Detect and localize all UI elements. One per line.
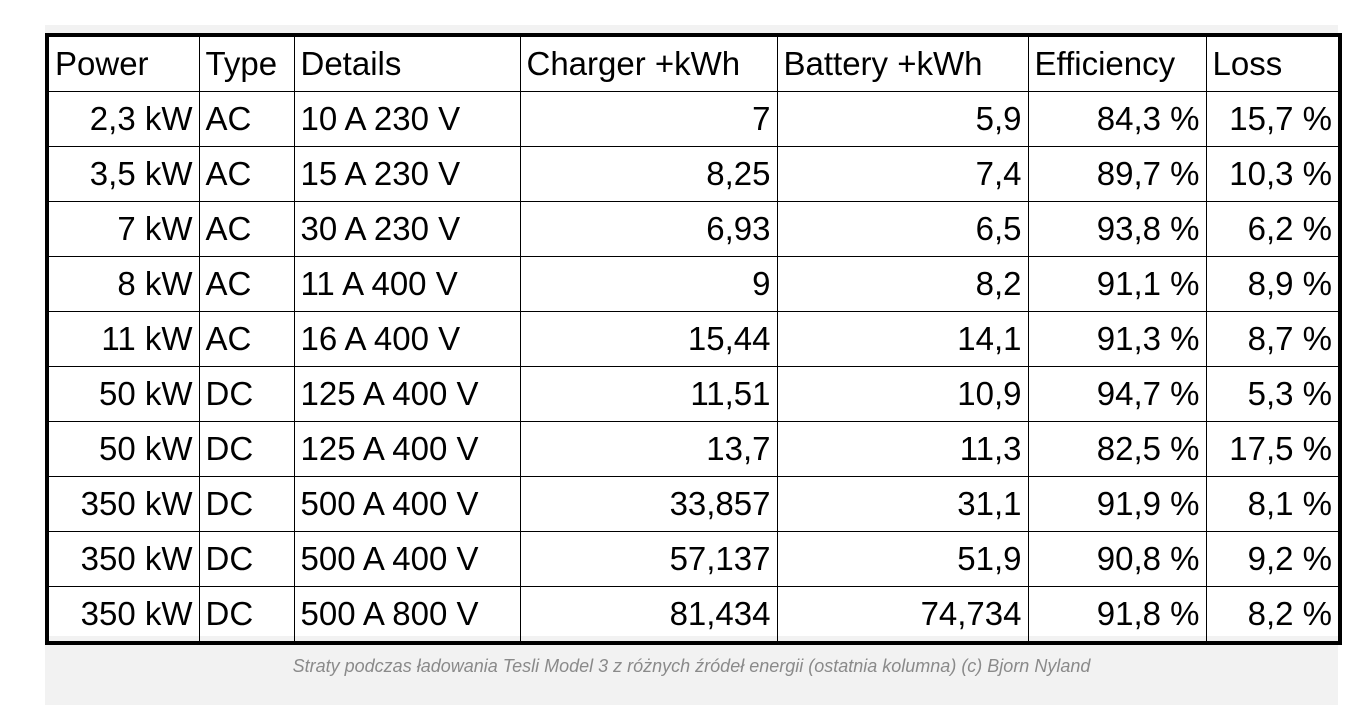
table-cell: 15,7 % <box>1205 91 1341 147</box>
table-cell: 500 A 800 V <box>293 586 521 644</box>
header-cell: Charger +kWh <box>519 34 778 92</box>
table-cell: AC <box>198 311 295 367</box>
table-row: 7 kW AC 30 A 230 V 6,93 6,5 93,8 % 6,2 % <box>46 201 1341 257</box>
table-cell: AC <box>198 256 295 312</box>
table-cell: 50 kW <box>46 421 200 477</box>
table-cell: 17,5 % <box>1205 421 1341 477</box>
table-cell: 10 A 230 V <box>293 91 521 147</box>
table-cell: 7,4 <box>776 146 1029 202</box>
table-cell: 31,1 <box>776 476 1029 532</box>
caption: Straty podczas ładowania Tesli Model 3 z… <box>292 656 1091 676</box>
table-cell: 7 kW <box>46 201 200 257</box>
table-cell: 500 A 400 V <box>293 476 521 532</box>
header-cell: Details <box>293 34 521 92</box>
table-cell: 8,9 % <box>1205 256 1341 312</box>
table-cell: 125 A 400 V <box>293 421 521 477</box>
header-cell: Type <box>198 34 295 92</box>
table-cell: AC <box>198 146 295 202</box>
table-cell: AC <box>198 91 295 147</box>
table-cell: 350 kW <box>46 531 200 587</box>
table-cell: DC <box>198 421 295 477</box>
table-cell: 8 kW <box>46 256 200 312</box>
table-cell: AC <box>198 201 295 257</box>
table-cell: 8,2 % <box>1205 586 1341 644</box>
table-cell: 82,5 % <box>1027 421 1207 477</box>
table-cell: DC <box>198 366 295 422</box>
header-cell: Efficiency <box>1027 34 1207 92</box>
table-cell: 11 kW <box>46 311 200 367</box>
table-cell: 3,5 kW <box>46 146 200 202</box>
table-cell: DC <box>198 531 295 587</box>
table-cell: 15,44 <box>519 311 778 367</box>
table-cell: 91,3 % <box>1027 311 1207 367</box>
table-cell: 16 A 400 V <box>293 311 521 367</box>
table-cell: 13,7 <box>519 421 778 477</box>
table-row: 50 kW DC 125 A 400 V 11,51 10,9 94,7 % 5,3 % <box>46 366 1341 422</box>
table-cell: 93,8 % <box>1027 201 1207 257</box>
table-row: 350 kW DC 500 A 800 V 81,434 74,734 91,8 % 8,2… <box>46 586 1341 644</box>
table-row: 2,3 kW AC 10 A 230 V 7 5,9 84,3 % 15,7 % <box>46 91 1341 147</box>
table-cell: DC <box>198 586 295 644</box>
table-wrapper: Power Type Details Charger +kWh Battery +kWh… <box>45 33 1342 645</box>
table-cell: 8,2 <box>776 256 1029 312</box>
table-cell: 350 kW <box>46 476 200 532</box>
table-cell: 7 <box>519 91 778 147</box>
table-cell: 6,93 <box>519 201 778 257</box>
table-cell: 89,7 % <box>1027 146 1207 202</box>
table-cell: 15 A 230 V <box>293 146 521 202</box>
table-cell: 50 kW <box>46 366 200 422</box>
table-cell: 14,1 <box>776 311 1029 367</box>
table-cell: 81,434 <box>519 586 778 644</box>
table-row: 350 kW DC 500 A 400 V 33,857 31,1 91,9 % 8,1 % <box>46 476 1341 532</box>
table-cell: 5,9 <box>776 91 1029 147</box>
table-cell: 8,25 <box>519 146 778 202</box>
table-cell: 90,8 % <box>1027 531 1207 587</box>
table-row: 8 kW AC 11 A 400 V 9 8,2 91,1 % 8,9 % <box>46 256 1341 312</box>
table-cell: 51,9 <box>776 531 1029 587</box>
table-cell: 11,51 <box>519 366 778 422</box>
table-cell: 5,3 % <box>1205 366 1341 422</box>
table-row: 11 kW AC 16 A 400 V 15,44 14,1 91,3 % 8,7 % <box>46 311 1341 367</box>
table-cell: 30 A 230 V <box>293 201 521 257</box>
table-cell: DC <box>198 476 295 532</box>
table-cell: 91,9 % <box>1027 476 1207 532</box>
header-row: Power Type Details Charger +kWh Battery +kWh… <box>46 34 1341 92</box>
table-cell: 10,9 <box>776 366 1029 422</box>
table-cell: 33,857 <box>519 476 778 532</box>
table-cell: 2,3 kW <box>46 91 200 147</box>
table-row: 350 kW DC 500 A 400 V 57,137 51,9 90,8 % 9,2 % <box>46 531 1341 587</box>
table-body: 2,3 kW AC 10 A 230 V 7 5,9 84,3 % 15,7 % 3,5 kW… <box>46 91 1341 644</box>
table-cell: 94,7 % <box>1027 366 1207 422</box>
header-cell: Battery +kWh <box>776 34 1029 92</box>
table-cell: 74,734 <box>776 586 1029 644</box>
header-cell: Power <box>46 34 200 92</box>
table-cell: 6,2 % <box>1205 201 1341 257</box>
table-cell: 8,1 % <box>1205 476 1341 532</box>
table-cell: 9 <box>519 256 778 312</box>
data-table: Power Type Details Charger +kWh Battery +kWh… <box>45 33 1342 645</box>
table-cell: 500 A 400 V <box>293 531 521 587</box>
table-cell: 91,8 % <box>1027 586 1207 644</box>
table-cell: 11,3 <box>776 421 1029 477</box>
table-cell: 350 kW <box>46 586 200 644</box>
table-row: 50 kW DC 125 A 400 V 13,7 11,3 82,5 % 17,5 % <box>46 421 1341 477</box>
table-cell: 84,3 % <box>1027 91 1207 147</box>
table-cell: 57,137 <box>519 531 778 587</box>
table-cell: 9,2 % <box>1205 531 1341 587</box>
header-cell: Loss <box>1205 34 1341 92</box>
table-cell: 6,5 <box>776 201 1029 257</box>
table-cell: 125 A 400 V <box>293 366 521 422</box>
table-cell: 11 A 400 V <box>293 256 521 312</box>
table-cell: 10,3 % <box>1205 146 1341 202</box>
table-cell: 8,7 % <box>1205 311 1341 367</box>
table-cell: 91,1 % <box>1027 256 1207 312</box>
table-row: 3,5 kW AC 15 A 230 V 8,25 7,4 89,7 % 10,3 % <box>46 146 1341 202</box>
